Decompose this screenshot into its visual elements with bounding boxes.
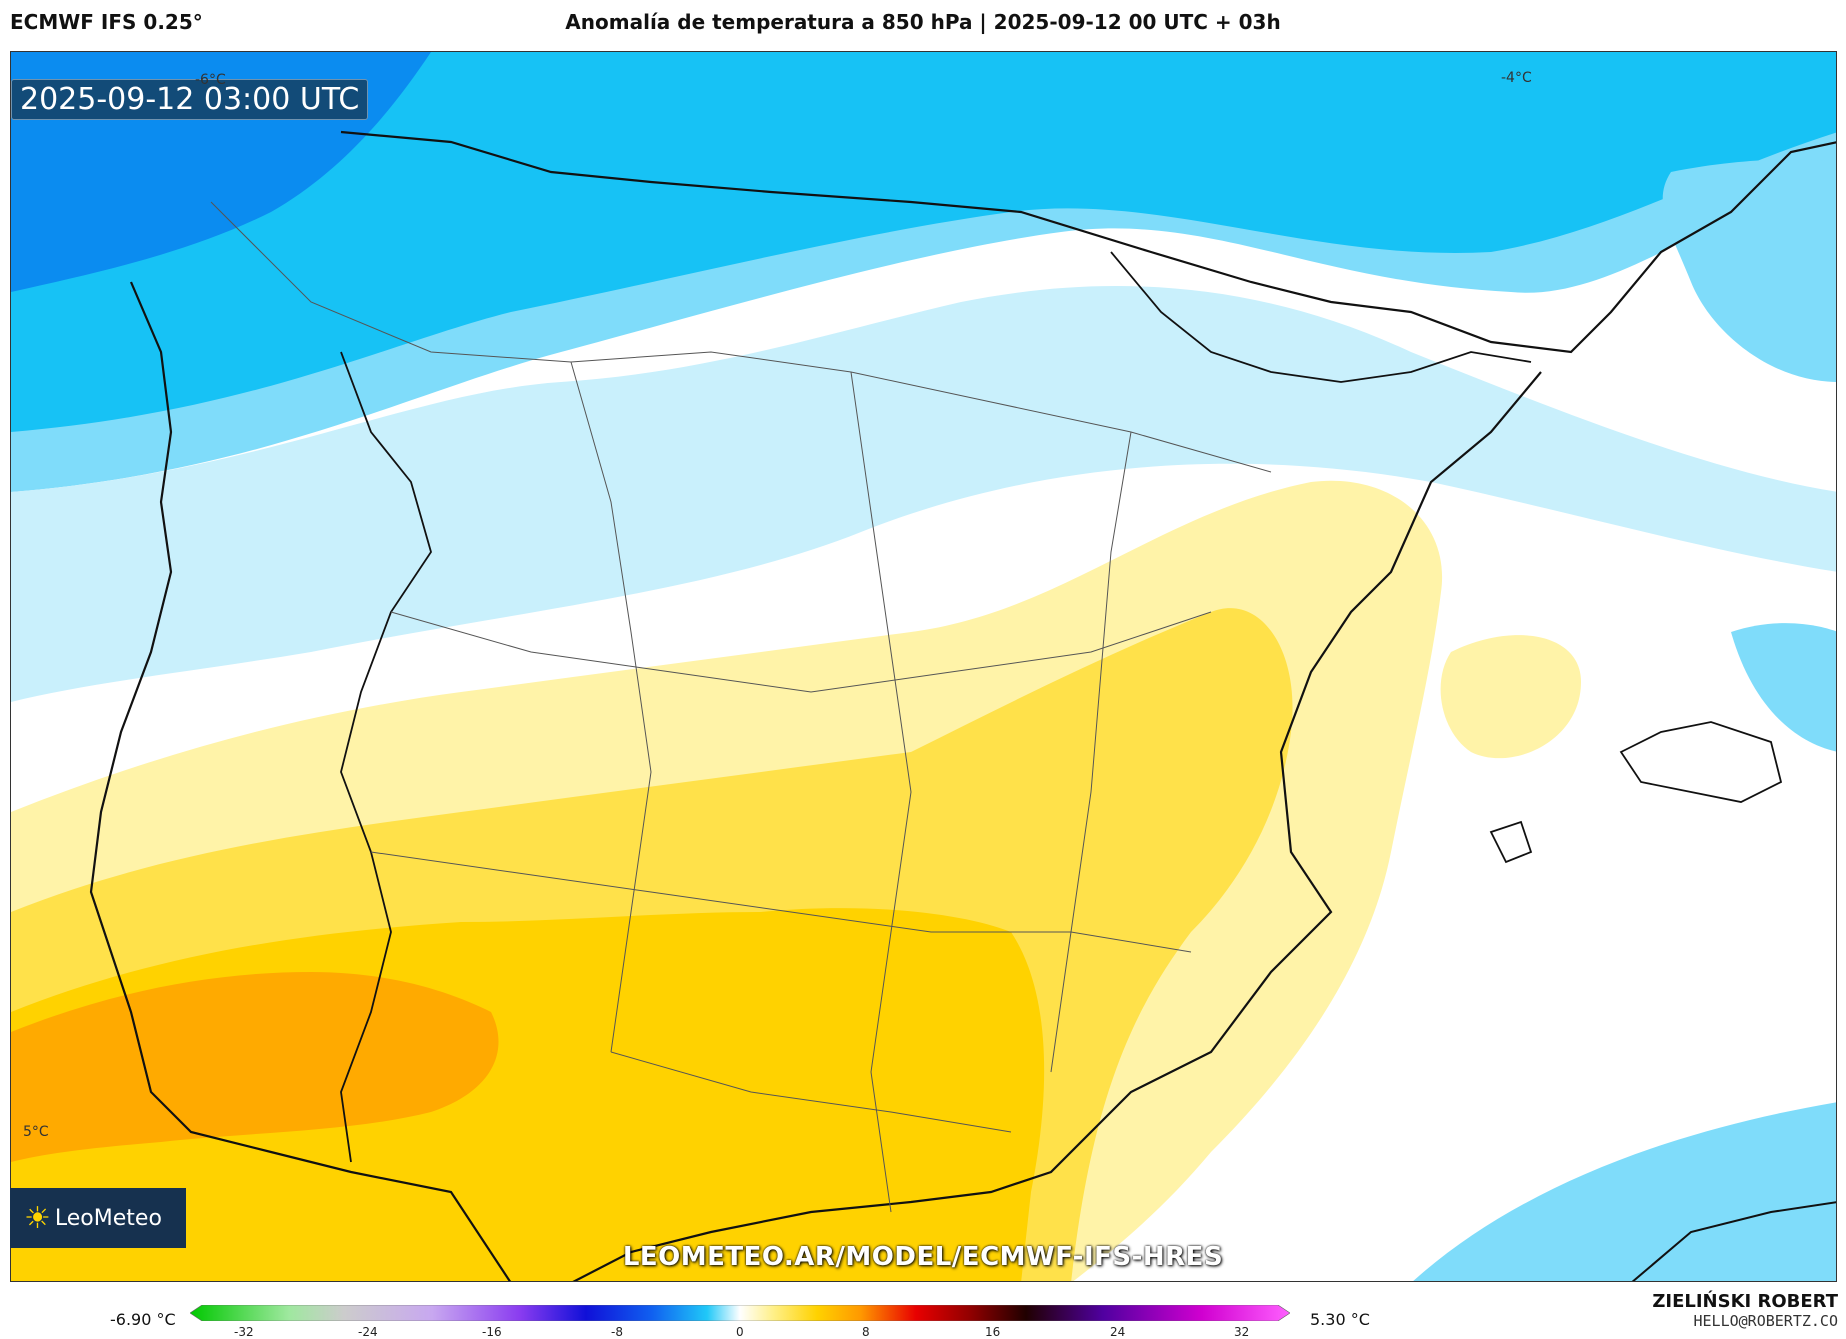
logo-text: LeoMeteo (54, 1205, 162, 1231)
legend-tick: 32 (1234, 1325, 1250, 1339)
temperature-anomaly-map: 2025-09-12 03:00 UTC -6°C -4°C 5°C (10, 51, 1837, 1282)
mallorca-island (1619, 721, 1783, 803)
color-legend: -6.90 °C (0, 1290, 1846, 1339)
map-field (11, 52, 1836, 1281)
legend-tick: -8 (611, 1325, 623, 1339)
legend-tick: 16 (985, 1325, 1001, 1339)
northern-coastline (340, 130, 1836, 354)
anomaly-blue-patch-southeast (1731, 623, 1836, 752)
valid-time-badge: 2025-09-12 03:00 UTC (11, 79, 369, 120)
anomaly-blue-patch-bottom-right (1413, 1102, 1836, 1281)
legend-tick: -32 (234, 1325, 254, 1339)
source-url-watermark: LEOMETEO.AR/MODEL/ECMWF-IFS-HRES (622, 1242, 1224, 1272)
sun-icon: ☀ (24, 1200, 51, 1236)
leometeo-logo: ☀ LeoMeteo (10, 1188, 186, 1248)
legend-colorbar (190, 1305, 1290, 1321)
author-email: HELLO@ROBERTZ.CO (1693, 1312, 1839, 1330)
legend-tick: 0 (736, 1325, 744, 1339)
model-name: ECMWF IFS 0.25° (10, 10, 203, 34)
province-borders (210, 201, 1272, 1213)
legend-min-value: -6.90 °C (110, 1310, 176, 1329)
ibiza-island (1489, 820, 1533, 864)
north-africa-coastline (1631, 1201, 1836, 1281)
contour-label: 5°C (23, 1124, 49, 1140)
anomaly-blue-patch-east (1662, 159, 1836, 382)
eastern-coastline (572, 371, 1542, 1281)
france-spain-border (1110, 251, 1532, 383)
anomaly-pale-blue-band (11, 286, 1836, 702)
legend-tick: 24 (1110, 1325, 1126, 1339)
author-name: ZIELIŃSKI ROBERT (1652, 1291, 1838, 1312)
anomaly-pale-yellow-patch-sea (1440, 635, 1581, 759)
legend-max-value: 5.30 °C (1310, 1310, 1370, 1329)
portugal-spain-border (340, 351, 432, 1163)
legend-tick: 8 (862, 1325, 870, 1339)
legend-tick: -24 (358, 1325, 378, 1339)
contour-label: -6°C (195, 72, 226, 88)
western-coastline (89, 281, 511, 1281)
contour-label: -4°C (1501, 70, 1532, 86)
credits: ZIELIŃSKI ROBERT HELLO@ROBERTZ.CO (1652, 1291, 1838, 1330)
legend-tick: -16 (482, 1325, 502, 1339)
map-title: Anomalía de temperatura a 850 hPa | 2025… (565, 10, 1281, 34)
